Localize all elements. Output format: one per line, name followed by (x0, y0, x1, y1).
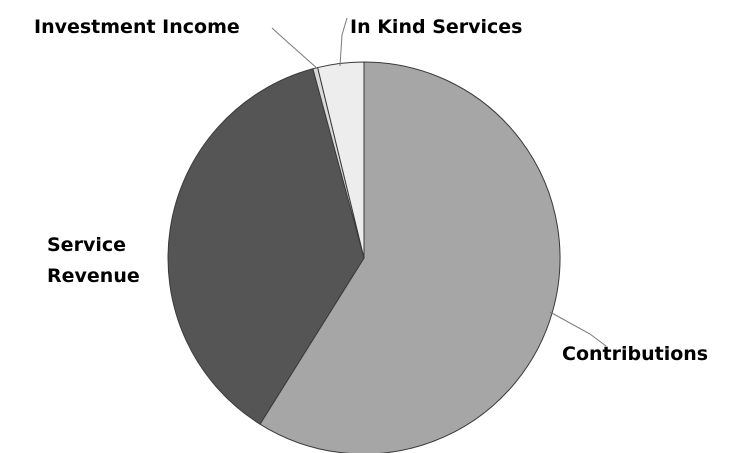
slice-label-line: In Kind Services (350, 16, 522, 38)
slice-label-in-kind-services: In Kind Services (350, 16, 522, 38)
slice-label-line: Investment Income (34, 16, 240, 38)
slice-label-contributions: Contributions (562, 343, 708, 365)
leader-line-investment-income (271, 27, 320, 71)
slice-labels: Contributions Service Revenue Investment In… (34, 16, 708, 365)
slice-label-line: Revenue (47, 265, 140, 287)
slice-label-investment-income: Investment Income (34, 16, 240, 38)
pie-slice-contributions (259, 61, 561, 453)
slices-layer (167, 61, 561, 453)
leader-lines (271, 17, 607, 347)
slice-label-service-revenue: Service Revenue (47, 234, 140, 287)
leader-line-in-kind-services (339, 17, 348, 67)
pie-slice-in-kind-services (317, 61, 365, 259)
leader-line-contributions (549, 311, 607, 347)
slice-label-line: Service (47, 234, 126, 256)
pie-slice-service-revenue (167, 68, 365, 425)
slice-label-line: Contributions (562, 343, 708, 365)
